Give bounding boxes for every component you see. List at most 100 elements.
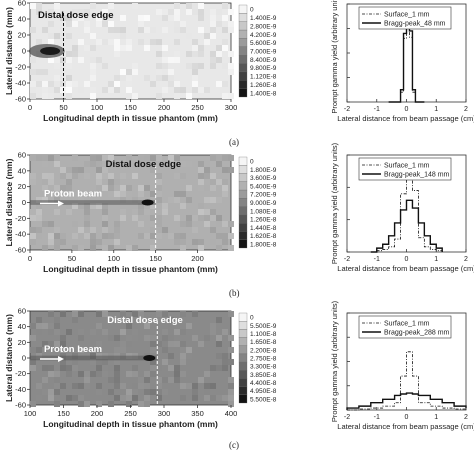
heatmap-cell xyxy=(36,323,42,329)
heatmap-cell xyxy=(78,197,84,203)
heatmap-cell xyxy=(216,335,222,341)
heatmap-cell xyxy=(90,93,96,99)
heatmap-cell xyxy=(198,15,204,21)
heatmap-cell xyxy=(144,185,150,191)
heatmap-cell xyxy=(144,155,150,161)
heatmap-cell xyxy=(138,27,144,33)
heatmap-cell xyxy=(120,197,126,203)
heatmap-cell xyxy=(162,15,168,21)
heatmap-cell xyxy=(222,15,228,21)
heatmap-cell xyxy=(114,227,120,233)
colorbar-label: 4.400E-8 xyxy=(250,380,277,387)
heatmap-cell xyxy=(72,9,78,15)
heatmap-cell xyxy=(30,359,36,365)
heatmap-cell xyxy=(156,197,162,203)
heatmap-cell xyxy=(192,87,198,93)
x-tick-label: 0 xyxy=(28,103,32,112)
heatmap-cell xyxy=(126,81,132,87)
heatmap-cell xyxy=(174,21,180,27)
heatmap-cell xyxy=(66,215,72,221)
heatmap-cell xyxy=(54,239,60,245)
heatmap-cell xyxy=(60,335,66,341)
heatmap-cell xyxy=(48,389,54,395)
heatmap-cell xyxy=(90,45,96,51)
heatmap-cell xyxy=(126,93,132,99)
x-tick-label: 150 xyxy=(149,254,162,263)
heatmap-cell xyxy=(156,63,162,69)
distal-dose-edge-label: Distal dose edge xyxy=(106,159,182,170)
heatmap-cell xyxy=(186,161,192,167)
heatmap-cell xyxy=(78,87,84,93)
heatmap-cell xyxy=(204,335,210,341)
heatmap-cell xyxy=(102,245,108,251)
heatmap-cell xyxy=(228,63,234,69)
heatmap-cell xyxy=(120,347,126,353)
heatmap-cell xyxy=(66,203,72,209)
heatmap-cell xyxy=(54,9,60,15)
heatmap-cell xyxy=(144,377,150,383)
heatmap-cell xyxy=(54,3,60,9)
heatmap-cell xyxy=(114,51,120,57)
heatmap-cell xyxy=(126,191,132,197)
heatmap-cell xyxy=(216,317,222,323)
heatmap-cell xyxy=(30,347,36,353)
colorbar-swatch xyxy=(238,173,248,182)
heatmap-cell xyxy=(204,371,210,377)
heatmap-cell xyxy=(168,353,174,359)
colorbar-label: 1.400E-8 xyxy=(250,90,277,97)
heatmap-cell xyxy=(168,161,174,167)
heatmap-cell xyxy=(66,365,72,371)
heatmap-cell xyxy=(156,389,162,395)
heatmap-cell xyxy=(102,9,108,15)
heatmap-cell xyxy=(204,167,210,173)
heatmap-cell xyxy=(180,203,186,209)
heatmap-cell xyxy=(228,347,234,353)
heatmap-cell xyxy=(78,167,84,173)
heatmap-cell xyxy=(66,191,72,197)
heatmap-cell xyxy=(120,27,126,33)
heatmap-cell xyxy=(54,33,60,39)
heatmap-cell xyxy=(174,81,180,87)
colorbar-swatch xyxy=(238,156,248,166)
heatmap-cell xyxy=(126,75,132,81)
heatmap-cell xyxy=(36,3,42,9)
heatmap-cell xyxy=(36,155,42,161)
heatmap-cell xyxy=(192,335,198,341)
colorbar-swatch xyxy=(238,223,248,232)
heatmap-cell xyxy=(54,209,60,215)
heatmap-cell xyxy=(102,185,108,191)
heatmap-cell xyxy=(114,359,120,365)
colorbar-label: 9.000E-9 xyxy=(250,200,277,207)
heatmap-cell xyxy=(210,51,216,57)
heatmap-cell xyxy=(210,155,216,161)
heatmap-cell xyxy=(162,9,168,15)
heatmap-cell xyxy=(108,377,114,383)
colorbar-label: 1.120E-8 xyxy=(250,74,277,81)
heatmap-cell xyxy=(222,221,228,227)
heatmap-cell xyxy=(90,329,96,335)
heatmap-cell xyxy=(198,173,204,179)
legend-label: Surface_1 mm xyxy=(384,12,430,19)
heatmap-cell xyxy=(180,21,186,27)
heatmap-cell xyxy=(72,395,78,401)
heatmap-cell xyxy=(42,341,48,347)
heatmap-cell xyxy=(180,359,186,365)
heatmap-cell xyxy=(30,239,36,245)
y-tick-label: 0 xyxy=(22,198,26,207)
heatmap-cell xyxy=(156,9,162,15)
y-axis-label: Lateral distance (mm) xyxy=(4,158,14,246)
y-tick-label: 20 xyxy=(18,182,26,191)
heatmap-cell xyxy=(210,383,216,389)
heatmap-cell xyxy=(138,15,144,21)
heatmap-cell xyxy=(108,365,114,371)
colorbar-swatch xyxy=(238,46,248,56)
heatmap-cell xyxy=(156,191,162,197)
heatmap-cell xyxy=(30,173,36,179)
heatmap-cell xyxy=(126,173,132,179)
heatmap-cell xyxy=(186,323,192,329)
heatmap-cell xyxy=(120,329,126,335)
heatmap-cell xyxy=(162,335,168,341)
heatmap-cell xyxy=(78,57,84,63)
heatmap-cell xyxy=(90,75,96,81)
heatmap-cell xyxy=(108,21,114,27)
